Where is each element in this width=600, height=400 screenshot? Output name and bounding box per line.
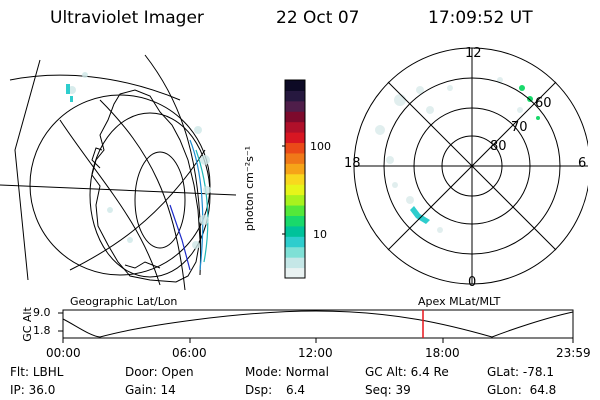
geographic-grid-lines — [0, 54, 236, 291]
left-panel-caption: Geographic Lat/Lon — [70, 295, 178, 308]
glon-field: GLon: 64.8 — [487, 383, 556, 397]
mlt-label-0: 0 — [468, 275, 477, 290]
door-field: Door: Open — [125, 365, 194, 379]
image-time: 17:09:52 UT — [428, 8, 533, 28]
ip-label: IP: — [10, 383, 25, 397]
footprint-trace — [169, 139, 209, 271]
colorbar-swatch — [285, 80, 305, 91]
polar-grid — [353, 47, 588, 285]
colorbar-frame — [284, 79, 306, 279]
ip-field: IP: 36.0 — [10, 383, 55, 397]
glon-value: 64.8 — [529, 383, 557, 397]
right-panel-caption: Apex MLat/MLT — [418, 295, 501, 308]
colorbar-swatch — [285, 163, 305, 175]
colorbar-swatch — [285, 246, 305, 258]
filter-field: Flt: LBHL — [10, 365, 63, 379]
continent-outline — [91, 89, 201, 283]
glon-label: GLon: — [487, 383, 522, 397]
polar-auroral-arc — [410, 206, 430, 224]
altitude-ytick-label-bottom: 1.8 — [33, 324, 51, 337]
colorbar-swatch — [285, 215, 305, 227]
colorbar-swatch — [285, 225, 305, 237]
seq-value: 39 — [395, 383, 411, 397]
filter-label: Flt: — [10, 365, 29, 379]
seq-field: Seq: 39 — [365, 383, 411, 397]
ip-value: 36.0 — [28, 383, 56, 397]
colorbar-swatch — [285, 90, 305, 102]
dsp-value: 6.4 — [285, 383, 306, 397]
glat-label: GLat: — [487, 365, 520, 379]
filter-value: LBHL — [32, 365, 64, 379]
gc-alt-value: 6.4 Re — [410, 365, 449, 379]
aurora-emission-speckles — [68, 72, 211, 249]
colorbar-swatch — [285, 132, 305, 144]
colorbar-swatch — [285, 267, 305, 279]
colorbar-swatch — [285, 173, 305, 185]
geographic-earth-view — [0, 54, 236, 291]
altitude-plot-frame — [62, 309, 574, 339]
colorbar-swatches — [285, 80, 305, 279]
polar-mlat-mlt-plot — [353, 47, 588, 285]
altitude-curve — [62, 310, 574, 338]
colorbar-swatch — [285, 184, 305, 196]
colorbar-tick-label-100: 100 — [310, 140, 331, 153]
x-tick-1200: 12:00 — [298, 346, 333, 360]
x-tick-2359: 23:59 — [556, 346, 591, 360]
image-date: 22 Oct 07 — [276, 8, 360, 28]
colorbar-tick-label-10: 10 — [313, 228, 327, 241]
mlat-label-80: 80 — [490, 139, 507, 154]
mlt-label-18: 18 — [344, 156, 361, 171]
colorbar-swatch — [285, 100, 305, 112]
polar-emission-speckles — [375, 77, 523, 233]
mlat-label-70: 70 — [511, 120, 528, 135]
gain-value: 14 — [160, 383, 176, 397]
mode-field: Mode: Normal — [245, 365, 329, 379]
glat-field: GLat: -78.1 — [487, 365, 554, 379]
gc-alt-field: GC Alt: 6.4 Re — [365, 365, 449, 379]
x-tick-1800: 18:00 — [425, 346, 460, 360]
door-label: Door: — [125, 365, 158, 379]
gain-field: Gain: 14 — [125, 383, 176, 397]
door-value: Open — [161, 365, 194, 379]
mlat-label-60: 60 — [535, 96, 552, 111]
colorbar-swatch — [285, 205, 305, 216]
instrument-title: Ultraviolet Imager — [50, 8, 204, 28]
colorbar-swatch — [285, 142, 305, 154]
aurora-bright-spots — [66, 84, 73, 102]
altitude-ylabel: GC Alt — [20, 307, 34, 342]
colorbar-swatch — [285, 194, 305, 206]
x-tick-0000: 00:00 — [46, 346, 81, 360]
mode-label: Mode: — [245, 365, 282, 379]
mlt-label-6: 6 — [578, 156, 587, 171]
colorbar-swatch — [285, 121, 305, 133]
colorbar — [282, 79, 306, 279]
altitude-x-ticks — [62, 338, 574, 343]
gc-alt-label: GC Alt: — [365, 365, 407, 379]
mlt-label-12: 12 — [465, 46, 482, 61]
colorbar-unit-label: photon cm⁻²s⁻¹ — [243, 145, 257, 232]
mode-value: Normal — [285, 365, 329, 379]
altitude-ytick-label-top: 9.0 — [33, 306, 51, 319]
colorbar-swatch — [285, 111, 305, 123]
gain-label: Gain: — [125, 383, 157, 397]
orbit-altitude-plot — [58, 309, 574, 343]
dsp-field: Dsp: 6.4 — [245, 383, 305, 397]
dsp-label: Dsp: — [245, 383, 273, 397]
x-tick-0600: 06:00 — [172, 346, 207, 360]
colorbar-swatch — [285, 152, 305, 164]
colorbar-swatch — [285, 257, 305, 269]
colorbar-swatch — [285, 236, 305, 248]
glat-value: -78.1 — [522, 365, 554, 379]
seq-label: Seq: — [365, 383, 392, 397]
